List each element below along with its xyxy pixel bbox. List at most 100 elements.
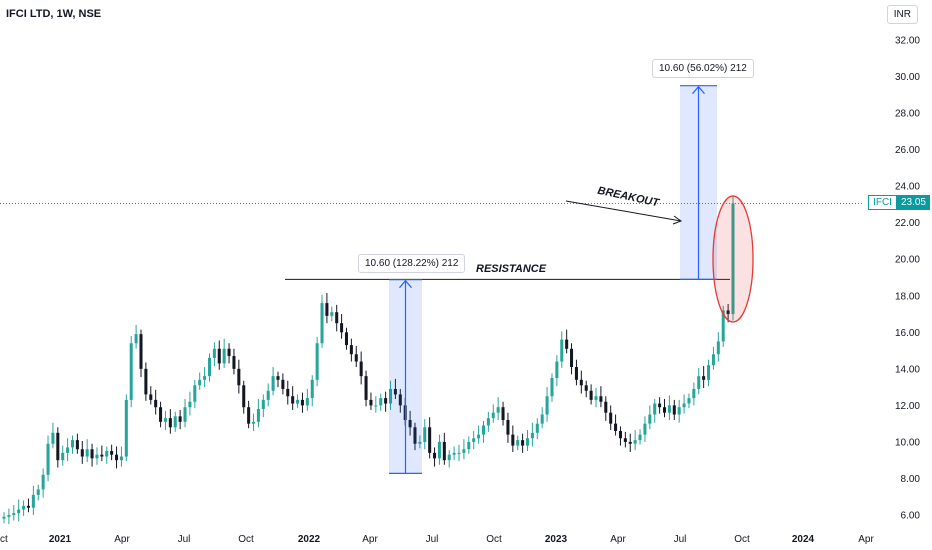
candle <box>477 425 481 444</box>
time-tick-label: Jul <box>178 534 191 545</box>
candle <box>17 499 21 522</box>
candle-body <box>692 388 696 399</box>
candle <box>139 329 143 378</box>
candle <box>511 425 515 452</box>
candle-body <box>555 361 559 378</box>
candle-body <box>623 438 627 442</box>
candle <box>692 382 696 406</box>
time-axis[interactable]: ct 2021 Apr Jul Oct 2022 Apr Jul Oct 2023 Apr Jul Oc… <box>0 534 874 545</box>
candle-body <box>2 516 6 519</box>
candle-body <box>173 416 177 428</box>
price-axis[interactable]: 6.00 8.00 10.00 12.00 14.00 16.00 18.00 20.00 22… <box>895 36 920 522</box>
candle-body <box>261 399 265 410</box>
candle <box>501 401 505 426</box>
price-tick-label: 24.00 <box>895 182 920 193</box>
candle <box>134 325 138 349</box>
candle <box>178 409 182 430</box>
candle-body <box>662 407 667 413</box>
annotation-overlay <box>389 85 754 474</box>
candle <box>95 447 99 465</box>
candle <box>198 372 202 390</box>
candle-body <box>584 385 588 391</box>
candle <box>354 346 358 368</box>
candle-body <box>501 407 505 420</box>
candle <box>271 367 275 396</box>
candle <box>281 373 285 395</box>
candle <box>662 398 667 418</box>
candle-body <box>26 505 30 508</box>
candle <box>462 439 466 460</box>
candle <box>163 410 167 431</box>
candle <box>623 431 627 448</box>
candle <box>604 396 608 421</box>
candle-body <box>110 451 114 455</box>
candle <box>227 343 231 364</box>
candle-body <box>144 368 148 395</box>
candle <box>672 399 676 420</box>
time-tick-label: 2021 <box>49 534 72 545</box>
candle-body <box>198 379 202 386</box>
candle-body <box>335 312 339 324</box>
candle-body <box>207 357 212 377</box>
candle <box>516 435 520 451</box>
measure-arrow-head <box>692 85 705 95</box>
time-tick-label: Oct <box>734 534 750 545</box>
candle-body <box>511 434 515 446</box>
candle-body <box>525 438 530 446</box>
time-tick-label: Jul <box>674 534 687 545</box>
last-price-value: 23.05 <box>896 195 930 210</box>
price-tick-label: 22.00 <box>895 218 920 229</box>
candle-body <box>667 405 671 413</box>
candle-body <box>535 423 539 433</box>
candle <box>702 366 706 389</box>
candle-body <box>614 423 618 431</box>
candle <box>61 445 65 466</box>
candle <box>506 412 510 443</box>
candle-body <box>521 440 525 446</box>
candle <box>384 391 388 412</box>
candle-body <box>574 367 578 380</box>
currency-button[interactable]: INR <box>886 5 918 24</box>
candle <box>330 306 334 322</box>
candlestick-series <box>2 195 735 525</box>
candle-body <box>134 334 138 344</box>
candle-body <box>638 434 642 441</box>
candle-body <box>154 399 158 408</box>
price-tick-label: 6.00 <box>901 511 921 522</box>
candle <box>222 338 226 368</box>
candle-body <box>589 390 593 400</box>
candle <box>393 378 397 399</box>
candle <box>183 398 187 428</box>
candle-body <box>672 405 676 415</box>
candle <box>433 447 437 467</box>
candle-body <box>711 354 715 366</box>
price-tick-label: 8.00 <box>901 474 921 485</box>
candle-body <box>124 399 128 457</box>
candle <box>442 432 446 465</box>
candle-body <box>369 399 373 406</box>
candle <box>530 422 534 447</box>
breakout-arrow-head <box>672 215 683 225</box>
breakout-highlight-ellipse[interactable] <box>712 195 754 323</box>
candle-body <box>188 401 192 408</box>
candle-body <box>159 407 163 422</box>
candle-body <box>599 396 603 402</box>
candle-body <box>389 388 393 404</box>
candle-body <box>418 441 422 444</box>
candle <box>276 371 280 388</box>
price-tick-label: 32.00 <box>895 36 920 47</box>
measure-callout-2[interactable]: 10.60 (56.02%) 212 <box>652 59 754 78</box>
measure-callout-1[interactable]: 10.60 (128.22%) 212 <box>358 254 466 273</box>
candle-body <box>354 354 358 362</box>
candle <box>105 446 109 464</box>
candle <box>173 411 177 432</box>
candle-body <box>349 345 353 355</box>
candle <box>51 422 55 449</box>
candle-body <box>653 403 657 415</box>
candle <box>457 444 461 462</box>
candle-body <box>281 379 285 389</box>
candle-body <box>163 418 167 422</box>
candle <box>726 303 730 323</box>
candle-body <box>570 348 574 368</box>
